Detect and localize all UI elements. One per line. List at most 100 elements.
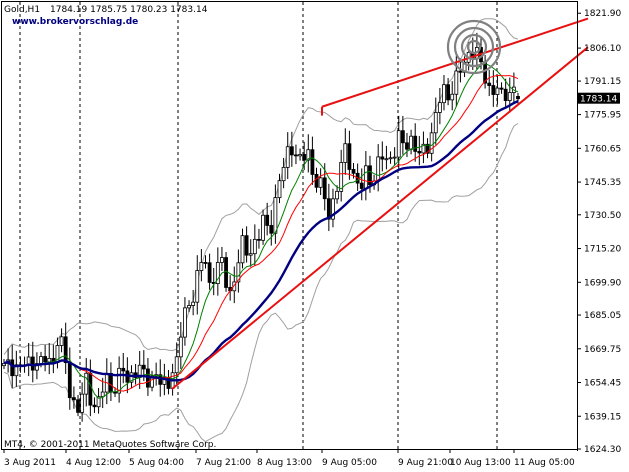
candle-body — [458, 70, 463, 73]
candle-body — [359, 182, 364, 189]
current-price-label: 1783.14 — [580, 95, 617, 105]
price-axis: 1821.90 1806.10 1791.15 1775.95 1760.65 1745.… — [577, 9, 621, 455]
candle-body — [503, 88, 508, 101]
x-tick-label: 3 Aug 2011 — [4, 458, 56, 468]
candle-body — [240, 235, 245, 264]
candle-body — [236, 262, 241, 283]
candle-body — [80, 393, 85, 413]
y-tick-label: 1775.95 — [584, 111, 621, 121]
y-tick-label: 1715.20 — [584, 245, 621, 255]
x-tick-label: 9 Aug 21:00 — [398, 458, 453, 468]
y-tick-label: 1699.90 — [584, 278, 621, 288]
candle-body — [252, 238, 257, 255]
bollinger-bands — [3, 18, 519, 443]
candle-body — [429, 132, 434, 154]
bollinger-lower — [3, 123, 519, 443]
y-tick-label: 1791.15 — [584, 77, 621, 87]
period-separators — [19, 2, 498, 449]
candle-body — [76, 399, 80, 413]
candle-body — [67, 362, 72, 399]
candle-body — [491, 85, 496, 95]
candle-body — [265, 214, 270, 226]
candle-body — [285, 146, 290, 168]
candle-body — [347, 143, 352, 170]
target-circle — [466, 39, 482, 55]
candle-body — [195, 270, 200, 303]
candle-body — [339, 162, 344, 192]
candle-body — [306, 149, 311, 161]
candle-body — [388, 157, 393, 160]
candle-body — [30, 356, 35, 371]
candle-body — [203, 262, 208, 264]
candle-body — [289, 146, 294, 156]
y-tick-label: 1685.05 — [584, 311, 621, 321]
x-tick-label: 7 Aug 21:00 — [196, 458, 251, 468]
current-price-box: 1783.14 — [578, 92, 620, 105]
copyright: MT4, © 2001-2011 MetaQuotes Software Cor… — [4, 440, 216, 450]
candle-body — [331, 198, 335, 220]
y-tick-label: 1669.75 — [584, 345, 621, 355]
trendline — [321, 17, 589, 108]
y-tick-label: 1760.65 — [584, 144, 621, 154]
candle-body — [187, 305, 191, 309]
candle-body — [507, 92, 512, 101]
candle-body — [392, 156, 397, 159]
candle-body — [141, 364, 146, 370]
candle-body — [335, 190, 339, 200]
candle-body — [400, 130, 405, 144]
candle-body — [294, 154, 298, 157]
candle-body — [487, 82, 492, 86]
candle-body — [109, 372, 113, 393]
candle-body — [409, 135, 413, 150]
candle-body — [14, 364, 19, 377]
website-label[interactable]: www.brokervorschlag.de — [12, 17, 138, 27]
candle-body — [59, 336, 64, 346]
target-circle — [460, 33, 488, 61]
candle-body — [326, 198, 331, 220]
candle-body — [322, 177, 327, 200]
y-tick-label: 1806.10 — [584, 44, 621, 54]
bollinger-upper — [3, 18, 519, 355]
target-circle — [453, 26, 495, 68]
x-tick-label: 5 Aug 04:00 — [129, 458, 184, 468]
candle-body — [281, 166, 286, 182]
y-tick-label: 1624.30 — [584, 445, 621, 455]
target-circles — [446, 19, 502, 75]
candle-body — [39, 356, 43, 364]
candle-body — [191, 301, 196, 306]
candle-body — [117, 367, 122, 394]
candle-body — [207, 262, 212, 283]
y-tick-label: 1639.15 — [584, 412, 621, 422]
candle-body — [2, 363, 6, 367]
candle-body — [450, 93, 455, 101]
candle-body — [396, 130, 401, 158]
x-tick-label: 9 Aug 05:00 — [322, 458, 377, 468]
candle-body — [232, 281, 237, 292]
trendline — [171, 46, 589, 390]
x-tick-label: 11 Aug 05:00 — [514, 458, 575, 468]
candle-body — [199, 262, 204, 271]
time-axis: 3 Aug 2011 4 Aug 12:00 5 Aug 04:00 7 Aug 21… — [3, 449, 575, 468]
candle-body — [442, 84, 446, 104]
candle-body — [310, 149, 315, 175]
candle-body — [343, 143, 348, 163]
candle-body — [92, 404, 97, 408]
x-tick-label: 4 Aug 12:00 — [66, 458, 121, 468]
target-circle — [446, 19, 502, 75]
candle-body — [63, 336, 68, 364]
candle-body — [72, 397, 76, 401]
candle-body — [150, 375, 154, 388]
ma-medium-line — [3, 74, 519, 392]
moving-averages — [3, 62, 519, 399]
candle-body — [454, 70, 459, 95]
candle-body — [183, 307, 187, 338]
y-tick-label: 1745.35 — [584, 178, 621, 188]
candle-body — [433, 112, 438, 134]
candle-body — [88, 372, 93, 406]
candle-body — [224, 257, 228, 288]
x-tick-label: 10 Aug 13:00 — [450, 458, 511, 468]
candle-body — [257, 238, 261, 241]
candle-body — [121, 367, 126, 372]
